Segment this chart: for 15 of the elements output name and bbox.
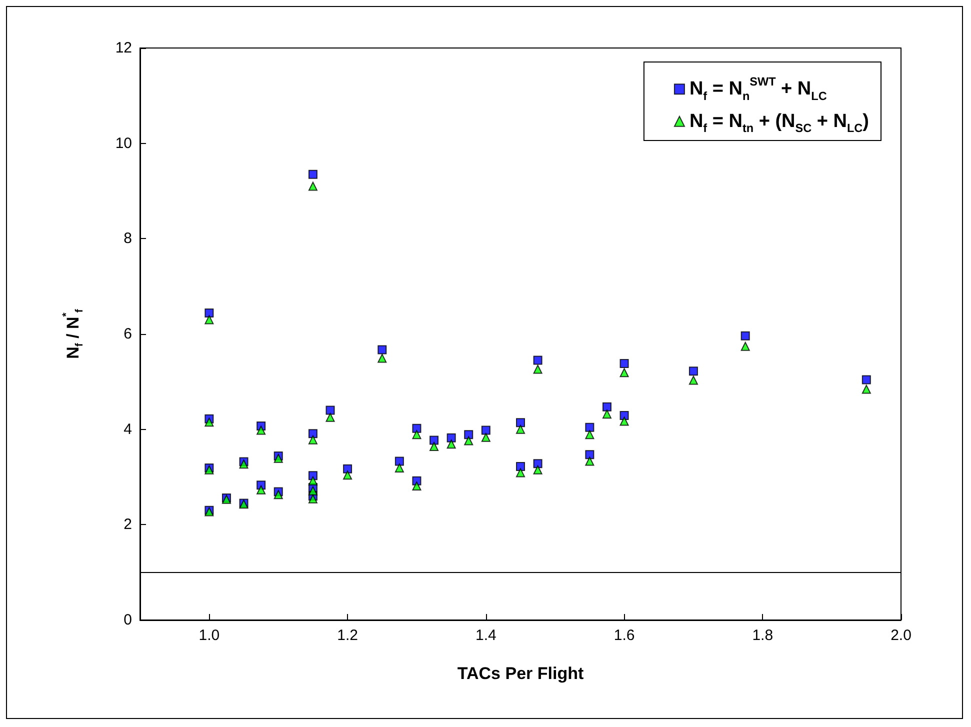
y-tick-label: 2 (124, 516, 132, 534)
x-tick-label: 1.2 (337, 627, 358, 644)
x-tick-label: 2.0 (890, 627, 912, 644)
x-tick-label: 1.0 (198, 627, 220, 644)
y-tick-label: 6 (124, 326, 132, 342)
y-tick-label: 10 (115, 134, 132, 152)
x-tick-label: 1.8 (752, 627, 774, 644)
y-tick-label: 4 (124, 420, 132, 438)
x-axis-title: TACs Per Flight (457, 664, 584, 683)
y-tick-label: 8 (124, 230, 132, 248)
y-tick-label: 0 (124, 612, 132, 628)
x-tick-label: 1.6 (614, 627, 635, 644)
y-axis-title: Nf / N*f (60, 308, 86, 359)
y-tick-label: 12 (115, 40, 132, 56)
x-tick-label: 1.4 (475, 627, 496, 644)
